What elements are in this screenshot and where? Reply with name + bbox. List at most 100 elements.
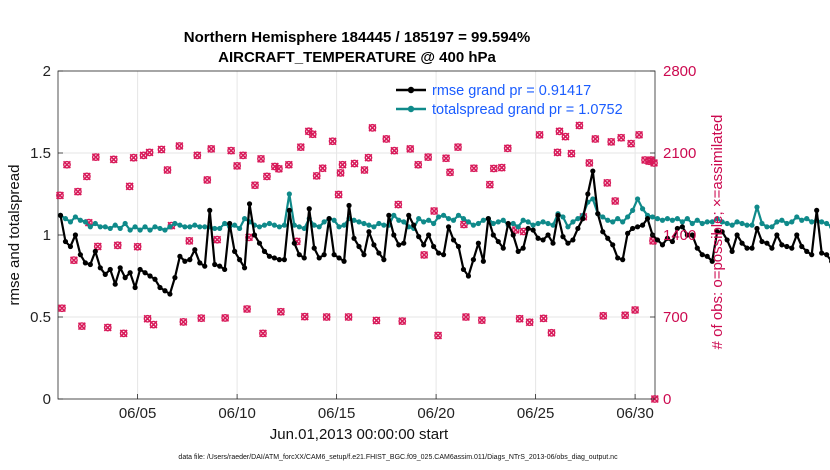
- spread-point: [734, 219, 740, 225]
- obs-possible-marker: [163, 166, 172, 174]
- rmse-point: [401, 240, 407, 246]
- rmse-point: [545, 232, 551, 238]
- spread-point: [177, 222, 183, 228]
- obs-assimilated-marker: [300, 312, 309, 321]
- obs-assimilated-marker: [539, 314, 548, 323]
- obs-assimilated-marker: [477, 316, 486, 325]
- obs-assimilated-marker: [454, 143, 462, 152]
- rmse-point: [351, 235, 357, 241]
- spread-point: [416, 216, 422, 222]
- obs-possible-marker: [350, 159, 359, 168]
- spread-point: [545, 220, 551, 227]
- rmse-point: [764, 240, 770, 246]
- rmse-point: [784, 243, 790, 250]
- legend-spread-marker: [407, 105, 415, 113]
- rmse-point: [236, 257, 243, 263]
- obs-assimilated-marker: [133, 242, 142, 251]
- obs-assimilated-marker: [398, 317, 407, 326]
- obs-possible-marker: [382, 135, 391, 143]
- rmse-point: [520, 245, 526, 251]
- obs-possible-marker: [221, 314, 230, 322]
- obs-assimilated-marker: [627, 139, 636, 148]
- rmse-point: [416, 234, 422, 240]
- spread-point: [634, 196, 641, 202]
- rmse-point: [535, 235, 541, 241]
- spread-point: [117, 225, 123, 232]
- rmse-point: [654, 237, 661, 243]
- spread-point: [236, 225, 243, 232]
- obs-possible-marker: [434, 331, 442, 340]
- obs-possible-marker: [259, 329, 267, 338]
- spread-point: [809, 219, 815, 225]
- spread-point: [396, 217, 402, 223]
- obs-possible-marker: [368, 123, 377, 132]
- rmse-point: [580, 216, 586, 222]
- rmse-point: [97, 265, 103, 271]
- rmse-point: [291, 240, 297, 246]
- rmse-point: [684, 232, 690, 238]
- spread-point: [222, 220, 228, 227]
- spread-point: [182, 224, 188, 230]
- spread-point: [391, 212, 397, 218]
- rmse-point: [371, 242, 377, 248]
- rmse-point: [754, 225, 760, 232]
- spread-point: [82, 219, 88, 225]
- rmse-point: [421, 242, 427, 248]
- obs-assimilated-marker: [270, 162, 279, 171]
- rmse-point: [162, 288, 168, 294]
- obs-possible-marker: [133, 242, 142, 251]
- obs-possible-marker: [207, 144, 216, 153]
- obs-possible-marker: [197, 314, 206, 323]
- obs-possible-marker: [555, 127, 564, 136]
- rmse-point: [565, 240, 571, 246]
- obs-assimilated-marker: [296, 143, 305, 152]
- rmse-point: [381, 257, 387, 263]
- obs-assimilated-marker: [221, 313, 230, 322]
- obs-assimilated-marker: [372, 316, 381, 325]
- obs-possible-marker: [591, 135, 600, 143]
- obs-assimilated-marker: [125, 182, 134, 191]
- spread-point: [689, 220, 695, 227]
- spread-point: [212, 225, 218, 232]
- obs-possible-marker: [300, 312, 309, 321]
- rmse-point: [92, 248, 98, 254]
- obs-assimilated-marker: [585, 158, 594, 167]
- y2-axis-label: # of obs: o=possible; ×=assimilated: [709, 115, 726, 350]
- obs-possible-marker: [103, 323, 112, 332]
- rmse-point: [510, 232, 516, 238]
- obs-possible-marker: [276, 307, 285, 316]
- obs-possible-marker: [284, 160, 293, 169]
- obs-assimilated-marker: [525, 318, 534, 327]
- spread-point: [445, 216, 452, 222]
- obs-assimilated-marker: [227, 146, 236, 155]
- rmse-point: [147, 273, 153, 279]
- obs-possible-marker: [497, 163, 506, 172]
- spread-point: [605, 217, 611, 223]
- rmse-point: [346, 202, 352, 209]
- obs-possible-marker: [607, 137, 616, 146]
- obs-possible-marker: [489, 164, 498, 173]
- obs-assimilated-marker: [382, 134, 391, 143]
- rmse-point: [694, 245, 700, 251]
- rmse-point: [625, 230, 631, 236]
- obs-possible-marker: [547, 328, 556, 337]
- obs-assimilated-marker: [77, 322, 86, 331]
- rmse-point: [644, 216, 651, 222]
- spread-point: [490, 220, 496, 227]
- rmse-point: [639, 222, 646, 228]
- obs-possible-marker: [308, 130, 317, 139]
- obs-possible-marker: [74, 187, 82, 196]
- rmse-point: [117, 265, 123, 271]
- rmse-point: [789, 245, 795, 251]
- obs-assimilated-marker: [213, 235, 222, 244]
- spread-point: [510, 220, 516, 227]
- y-tick-label: 0.5: [30, 309, 51, 326]
- x-tick-label: 06/30: [616, 405, 654, 422]
- spread-point: [694, 217, 700, 223]
- spread-point: [625, 214, 631, 220]
- spread-point: [460, 216, 467, 222]
- legend-rmse-label: rmse grand pr = 0.91417: [432, 83, 591, 99]
- spread-point: [804, 216, 810, 222]
- spread-point: [286, 191, 292, 197]
- rmse-point: [739, 240, 745, 246]
